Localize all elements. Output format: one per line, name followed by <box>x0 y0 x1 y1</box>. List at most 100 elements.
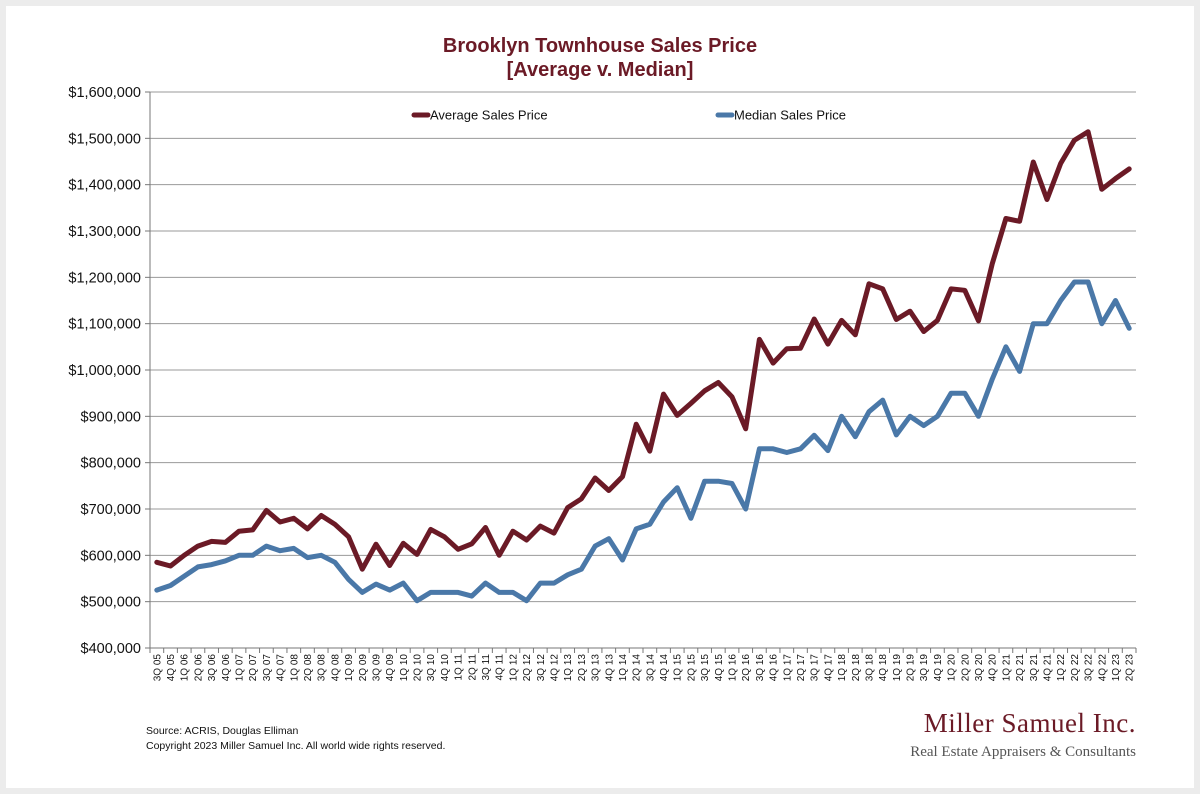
y-tick-label: $1,000,000 <box>68 363 141 379</box>
series-line-median <box>154 279 1132 604</box>
x-tick-label: 4Q 15 <box>714 654 725 682</box>
gridlines <box>150 91 1136 649</box>
x-tick-label: 3Q 07 <box>262 654 273 682</box>
x-tick-label: 4Q 21 <box>1042 654 1053 682</box>
y-axis: $400,000 $500,000 $600,000 $700,000 $800,000… <box>68 85 151 657</box>
x-tick-label: 1Q 18 <box>837 654 848 682</box>
x-tick-label: 1Q 15 <box>673 654 684 682</box>
x-tick-label: 3Q 20 <box>974 654 985 682</box>
x-tick-label: 4Q 16 <box>769 654 780 682</box>
x-tick-label: 2Q 23 <box>1125 654 1136 682</box>
x-tick-label: 3Q 11 <box>481 654 492 681</box>
x-tick-label: 4Q 20 <box>988 654 999 682</box>
y-tick-label: $600,000 <box>81 548 141 564</box>
x-tick-label: 1Q 06 <box>180 654 191 682</box>
source-text: Source: ACRIS, Douglas Elliman <box>146 725 299 737</box>
x-tick-label: 4Q 18 <box>878 654 889 682</box>
x-tick-label: 3Q 05 <box>152 654 163 682</box>
y-tick-label: $800,000 <box>81 456 141 472</box>
brand-tagline: Real Estate Appraisers & Consultants <box>910 744 1136 760</box>
chart-subtitle: [Average v. Median] <box>506 59 694 81</box>
x-tick-label: 1Q 22 <box>1056 654 1067 682</box>
x-tick-label: 2Q 15 <box>686 654 697 682</box>
x-tick-label: 4Q 08 <box>330 654 341 682</box>
x-tick-label: 2Q 22 <box>1070 654 1081 682</box>
x-tick-label: 4Q 11 <box>495 654 506 681</box>
x-tick-label: 3Q 21 <box>1029 654 1040 682</box>
series-line-average <box>154 129 1132 572</box>
y-tick-label: $400,000 <box>81 641 141 657</box>
x-tick-label: 3Q 19 <box>919 654 930 682</box>
x-tick-label: 2Q 17 <box>796 654 807 682</box>
x-tick-label: 4Q 05 <box>166 654 177 682</box>
x-tick-label: 3Q 10 <box>426 654 437 682</box>
x-tick-label: 3Q 08 <box>317 654 328 682</box>
x-tick-label: 3Q 17 <box>810 654 821 682</box>
x-tick-label: 3Q 18 <box>864 654 875 682</box>
y-tick-label: $700,000 <box>81 502 141 518</box>
page-frame <box>6 6 1194 788</box>
x-tick-label: 2Q 09 <box>358 654 369 682</box>
x-tick-label: 1Q 23 <box>1111 654 1122 682</box>
y-tick-label: $1,300,000 <box>68 224 141 240</box>
x-tick-label: 2Q 06 <box>193 654 204 682</box>
x-tick-label: 4Q 12 <box>549 654 560 682</box>
x-tick-label: 3Q 06 <box>207 654 218 682</box>
y-tick-label: $1,500,000 <box>68 131 141 147</box>
x-tick-label: 4Q 10 <box>440 654 451 682</box>
source-note: Source: ACRIS, Douglas Elliman Copyright… <box>146 724 445 754</box>
y-tick-label: $1,100,000 <box>68 317 141 333</box>
x-tick-label: 3Q 16 <box>755 654 766 682</box>
x-tick-label: 1Q 17 <box>782 654 793 682</box>
x-tick-label: 3Q 15 <box>700 654 711 682</box>
brand-logo: Miller Samuel Inc. Real Estate Appraiser… <box>910 708 1136 762</box>
x-tick-label: 3Q 12 <box>536 654 547 682</box>
x-tick-label: 3Q 22 <box>1084 654 1095 682</box>
x-tick-label: 1Q 14 <box>618 654 629 682</box>
x-tick-label: 2Q 07 <box>248 654 259 682</box>
x-tick-label: 4Q 13 <box>604 654 615 682</box>
x-tick-label: 1Q 20 <box>947 654 958 682</box>
y-tick-label: $900,000 <box>81 409 141 425</box>
x-tick-label: 1Q 07 <box>235 654 246 682</box>
x-tick-label: 4Q 06 <box>221 654 232 682</box>
y-tick-label: $1,600,000 <box>68 85 141 101</box>
chart-title-block: Brooklyn Townhouse Sales Price [Average … <box>0 34 1200 82</box>
legend-label: Average Sales Price <box>430 108 548 123</box>
y-tick-label: $1,400,000 <box>68 178 141 194</box>
y-tick-label: $500,000 <box>81 595 141 611</box>
x-tick-label: 4Q 17 <box>823 654 834 682</box>
x-tick-label: 1Q 12 <box>508 654 519 682</box>
x-tick-label: 4Q 07 <box>276 654 287 682</box>
x-tick-label: 4Q 22 <box>1097 654 1108 682</box>
x-tick-label: 2Q 16 <box>741 654 752 682</box>
copyright-text: Copyright 2023 Miller Samuel Inc. All wo… <box>146 740 446 752</box>
x-tick-label: 3Q 14 <box>645 654 656 682</box>
x-tick-label: 2Q 20 <box>960 654 971 682</box>
x-tick-label: 2Q 13 <box>577 654 588 682</box>
x-tick-label: 1Q 08 <box>289 654 300 682</box>
x-tick-label: 4Q 14 <box>659 654 670 682</box>
x-tick-label: 2Q 14 <box>632 654 643 682</box>
x-tick-label: 2Q 12 <box>522 654 533 682</box>
x-tick-label: 1Q 16 <box>728 654 739 682</box>
x-tick-label: 2Q 21 <box>1015 654 1026 682</box>
x-tick-label: 1Q 09 <box>344 654 355 682</box>
x-tick-label: 1Q 13 <box>563 654 574 682</box>
x-tick-label: 2Q 18 <box>851 654 862 682</box>
y-tick-label: $1,200,000 <box>68 270 141 286</box>
x-tick-label: 3Q 13 <box>591 654 602 682</box>
x-tick-label: 4Q 19 <box>933 654 944 682</box>
x-tick-label: 4Q 09 <box>385 654 396 682</box>
x-tick-label: 1Q 21 <box>1001 654 1012 682</box>
x-axis: 3Q 05 4Q 05 1Q 06 2Q 06 3Q 06 4Q 06 1Q 07 2Q 07… <box>149 647 1137 682</box>
legend: Average Sales Price Median Sales Price <box>411 108 846 123</box>
x-tick-label: 2Q 19 <box>906 654 917 682</box>
x-tick-label: 3Q 09 <box>371 654 382 682</box>
series-lines <box>154 129 1132 604</box>
legend-label: Median Sales Price <box>734 108 846 123</box>
x-tick-label: 1Q 19 <box>892 654 903 682</box>
x-tick-label: 2Q 08 <box>303 654 314 682</box>
x-tick-label: 2Q 10 <box>413 654 424 682</box>
